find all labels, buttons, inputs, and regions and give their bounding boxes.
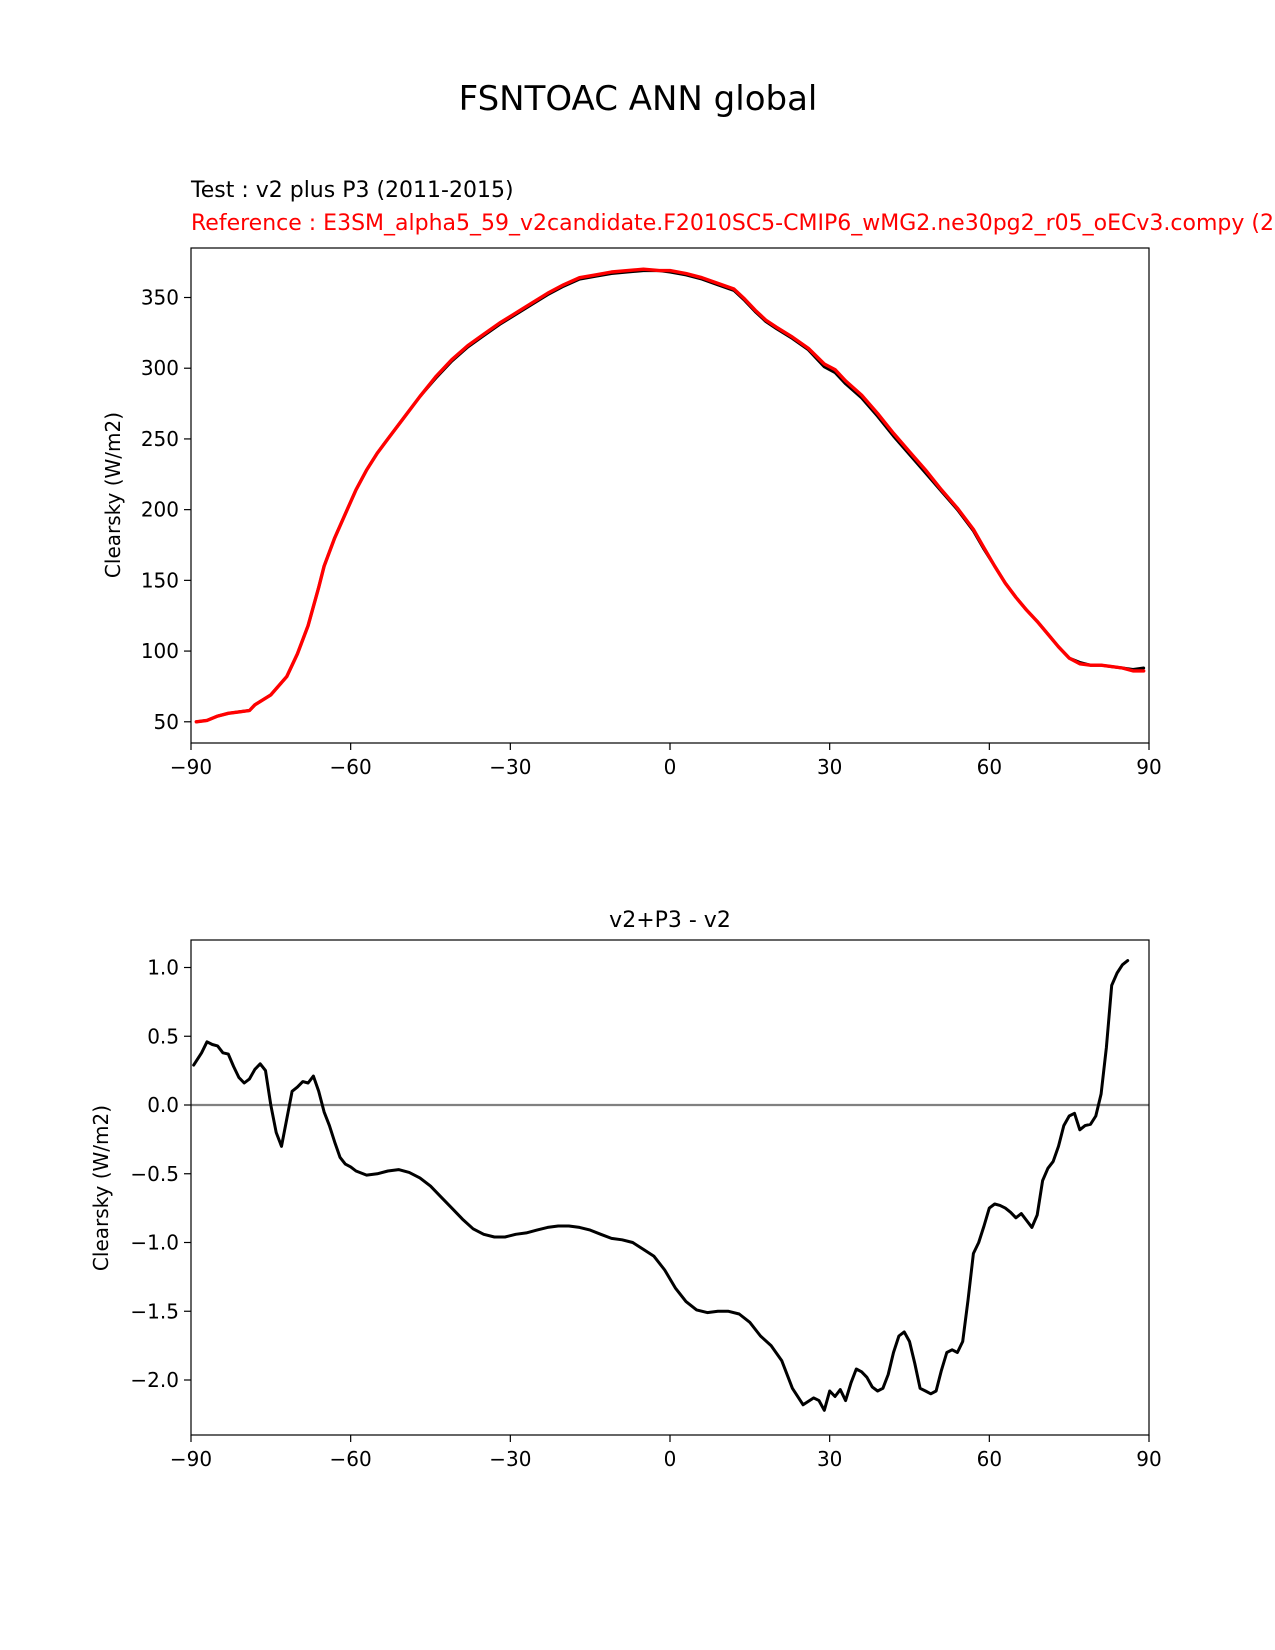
top-panel: Test : v2 plus P3 (2011-2015) Reference … bbox=[101, 178, 1275, 779]
bottom-y-tick-label: 0.0 bbox=[147, 1093, 179, 1117]
top-x-tick-label: −90 bbox=[170, 755, 212, 779]
bottom-x-tick-label: 30 bbox=[817, 1447, 842, 1471]
difference-title: v2+P3 - v2 bbox=[609, 908, 731, 933]
bottom-x-tick-label: −30 bbox=[489, 1447, 531, 1471]
bottom-x-tick-label: 0 bbox=[664, 1447, 677, 1471]
top-x-tick-label: 30 bbox=[817, 755, 842, 779]
top-y-tick-label: 250 bbox=[141, 427, 179, 451]
bottom-x-tick-label: −60 bbox=[330, 1447, 372, 1471]
bottom-y-tick-label: −1.0 bbox=[130, 1231, 179, 1255]
series-line-v2-p3-v2 bbox=[192, 959, 1130, 1412]
bottom-x-tick-label: 60 bbox=[977, 1447, 1002, 1471]
top-y-axis: 50 100 150 200 250 300 350 bbox=[141, 286, 191, 734]
top-x-tick-label: 90 bbox=[1136, 755, 1161, 779]
bottom-x-axis: −90 −60 −30 0 30 60 90 bbox=[170, 1435, 1162, 1471]
top-x-axis: −90 −60 −30 0 30 60 90 bbox=[170, 743, 1162, 779]
top-x-tick-label: 60 bbox=[977, 755, 1002, 779]
bottom-panel: v2+P3 - v2 Clearsky (W/m2) −90 −60 −30 0 30 6… bbox=[89, 908, 1162, 1471]
series-line-reference bbox=[194, 267, 1146, 724]
figure-title: FSNTOAC ANN global bbox=[459, 79, 818, 119]
bottom-y-tick-label: −0.5 bbox=[130, 1162, 179, 1186]
bottom-y-tick-label: −1.5 bbox=[130, 1299, 179, 1323]
top-x-tick-label: −30 bbox=[489, 755, 531, 779]
top-y-tick-label: 150 bbox=[141, 568, 179, 592]
bottom-y-tick-label: 0.5 bbox=[147, 1024, 179, 1048]
top-y-tick-label: 350 bbox=[141, 286, 179, 310]
top-series bbox=[194, 267, 1146, 724]
top-y-tick-label: 200 bbox=[141, 498, 179, 522]
bottom-series bbox=[191, 959, 1149, 1412]
bottom-y-tick-label: 1.0 bbox=[147, 956, 179, 980]
bottom-plot-frame bbox=[190, 939, 1150, 1436]
bottom-y-axis-label: Clearsky (W/m2) bbox=[89, 1105, 113, 1271]
test-title: Test : v2 plus P3 (2011-2015) bbox=[190, 178, 514, 203]
top-y-axis-label: Clearsky (W/m2) bbox=[101, 412, 125, 578]
top-y-tick-label: 100 bbox=[141, 639, 179, 663]
bottom-y-tick-label: −2.0 bbox=[130, 1368, 179, 1392]
bottom-x-tick-label: 90 bbox=[1136, 1447, 1161, 1471]
top-y-tick-label: 300 bbox=[141, 356, 179, 380]
top-x-tick-label: −60 bbox=[330, 755, 372, 779]
top-plot-frame bbox=[190, 247, 1150, 744]
bottom-x-tick-label: −90 bbox=[170, 1447, 212, 1471]
top-y-tick-label: 50 bbox=[154, 710, 179, 734]
reference-title: Reference : E3SM_alpha5_59_v2candidate.F… bbox=[191, 211, 1275, 236]
bottom-y-axis: 1.0 0.5 0.0 −0.5 −1.0 −1.5 −2.0 bbox=[130, 956, 191, 1392]
top-x-tick-label: 0 bbox=[664, 755, 677, 779]
